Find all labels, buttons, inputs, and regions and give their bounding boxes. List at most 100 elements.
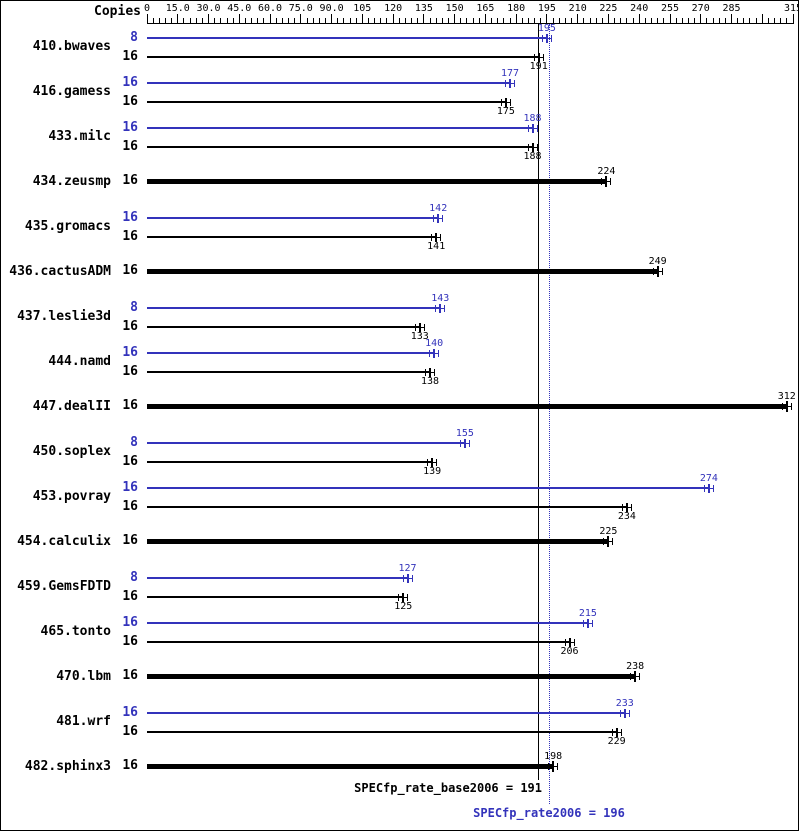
- error-whisker-tick: [620, 729, 622, 736]
- copies-label: 16: [122, 173, 138, 188]
- axis-tick-label: 120: [384, 3, 403, 14]
- error-whisker-line: [564, 642, 575, 643]
- copies-label: 16: [122, 210, 138, 225]
- bar-value-label: 127: [398, 563, 417, 574]
- axis-tick-label: 75.0: [288, 3, 313, 14]
- copies-label: 16: [122, 75, 138, 90]
- axis-minor-tick: [189, 18, 191, 23]
- bar-value-label: 141: [427, 241, 446, 252]
- copies-label: 16: [122, 589, 138, 604]
- bar-value-label: 229: [607, 736, 626, 747]
- peak-bar: [147, 217, 439, 219]
- axis-major-tick: [761, 14, 763, 23]
- axis-tick-label: 45.0: [227, 3, 252, 14]
- peak-bar: [147, 712, 625, 714]
- axis-minor-tick: [737, 18, 739, 23]
- axis-minor-tick: [675, 18, 677, 23]
- axis-minor-tick: [275, 18, 277, 23]
- axis-major-tick: [700, 14, 702, 23]
- axis-minor-tick: [534, 18, 536, 23]
- benchmark-row: 416.gamess 16 177 16 175: [1, 68, 798, 117]
- axis-minor-tick: [571, 18, 572, 23]
- benchmark-row: 447.dealII 16 312: [1, 383, 798, 428]
- error-whisker-line: [548, 766, 559, 767]
- error-whisker-line: [402, 578, 413, 579]
- axis-minor-tick: [681, 18, 683, 23]
- error-whisker-tick: [564, 639, 566, 646]
- axis-major-tick: [607, 14, 609, 23]
- benchmark-name: 416.gamess: [32, 84, 111, 99]
- axis-minor-tick: [632, 18, 634, 23]
- error-whisker-tick: [527, 125, 529, 132]
- error-whisker-line: [429, 353, 440, 354]
- copies-label: 16: [122, 615, 138, 630]
- error-whisker-line: [398, 597, 409, 598]
- error-whisker-tick: [557, 763, 559, 770]
- error-whisker-line: [541, 38, 552, 39]
- error-whisker-tick: [440, 234, 442, 241]
- error-whisker-line: [652, 271, 663, 272]
- axis-minor-tick: [294, 18, 296, 23]
- benchmark-row: 482.sphinx3 16 198: [1, 743, 798, 788]
- axis-minor-tick: [774, 18, 775, 23]
- axis-minor-tick: [503, 18, 505, 23]
- bar-value-label: 206: [560, 646, 579, 657]
- axis-minor-tick: [171, 18, 173, 23]
- axis-minor-tick: [786, 18, 788, 23]
- copies-label: 16: [122, 319, 138, 334]
- axis-minor-tick: [183, 18, 185, 23]
- base-bar: [147, 56, 539, 58]
- axis-minor-tick: [601, 18, 603, 23]
- reference-line-base: [538, 24, 540, 780]
- copies-label: 16: [122, 705, 138, 720]
- bar-value-label: 234: [617, 511, 636, 522]
- single-bar: [147, 404, 787, 409]
- copies-label: 16: [122, 758, 138, 773]
- axis-minor-tick: [620, 18, 622, 23]
- error-whisker-tick: [612, 538, 614, 545]
- error-whisker-line: [582, 623, 593, 624]
- error-whisker-line: [505, 83, 515, 84]
- copies-header: Copies: [94, 4, 141, 19]
- single-bar: [147, 269, 658, 274]
- bar-value-label: 274: [699, 473, 718, 484]
- axis-major-tick: [515, 14, 517, 23]
- axis-tick-label: 180: [507, 3, 526, 14]
- axis-major-tick: [577, 14, 579, 23]
- peak-bar: [147, 82, 510, 84]
- axis-minor-tick: [460, 18, 462, 23]
- bar-value-label: 139: [423, 466, 442, 477]
- copies-label: 16: [122, 398, 138, 413]
- axis-minor-tick: [398, 18, 400, 23]
- benchmark-row: 433.milc 16 188 16 188: [1, 113, 798, 162]
- error-whisker-tick: [423, 324, 425, 331]
- axis-minor-tick: [743, 18, 745, 23]
- axis-minor-tick: [324, 18, 326, 23]
- peak-bar: [147, 487, 709, 489]
- error-whisker-tick: [790, 403, 792, 410]
- peak-bar: [147, 37, 547, 39]
- base-bar: [147, 101, 506, 103]
- axis-minor-tick: [718, 18, 720, 23]
- copies-label: 16: [122, 454, 138, 469]
- axis-minor-tick: [214, 18, 216, 23]
- bar-value-label: 143: [431, 293, 450, 304]
- benchmark-name: 453.povray: [32, 489, 111, 504]
- benchmark-row: 459.GemsFDTD 8 127 16 125: [1, 563, 798, 612]
- axis-minor-tick: [552, 18, 554, 23]
- base-bar: [147, 236, 437, 238]
- error-whisker-tick: [514, 80, 515, 87]
- axis-minor-tick: [306, 18, 308, 23]
- axis-minor-tick: [343, 18, 345, 23]
- error-whisker-tick: [630, 673, 632, 680]
- axis-minor-tick: [644, 18, 646, 23]
- benchmark-row: 410.bwaves 8 195 16 191: [1, 23, 798, 72]
- axis-minor-tick: [195, 18, 197, 23]
- error-whisker-line: [425, 372, 435, 373]
- axis-major-tick: [792, 14, 794, 23]
- error-whisker-tick: [398, 594, 400, 601]
- axis-minor-tick: [527, 18, 529, 23]
- error-whisker-tick: [459, 440, 461, 447]
- error-whisker-tick: [536, 125, 538, 132]
- error-whisker-line: [431, 237, 442, 238]
